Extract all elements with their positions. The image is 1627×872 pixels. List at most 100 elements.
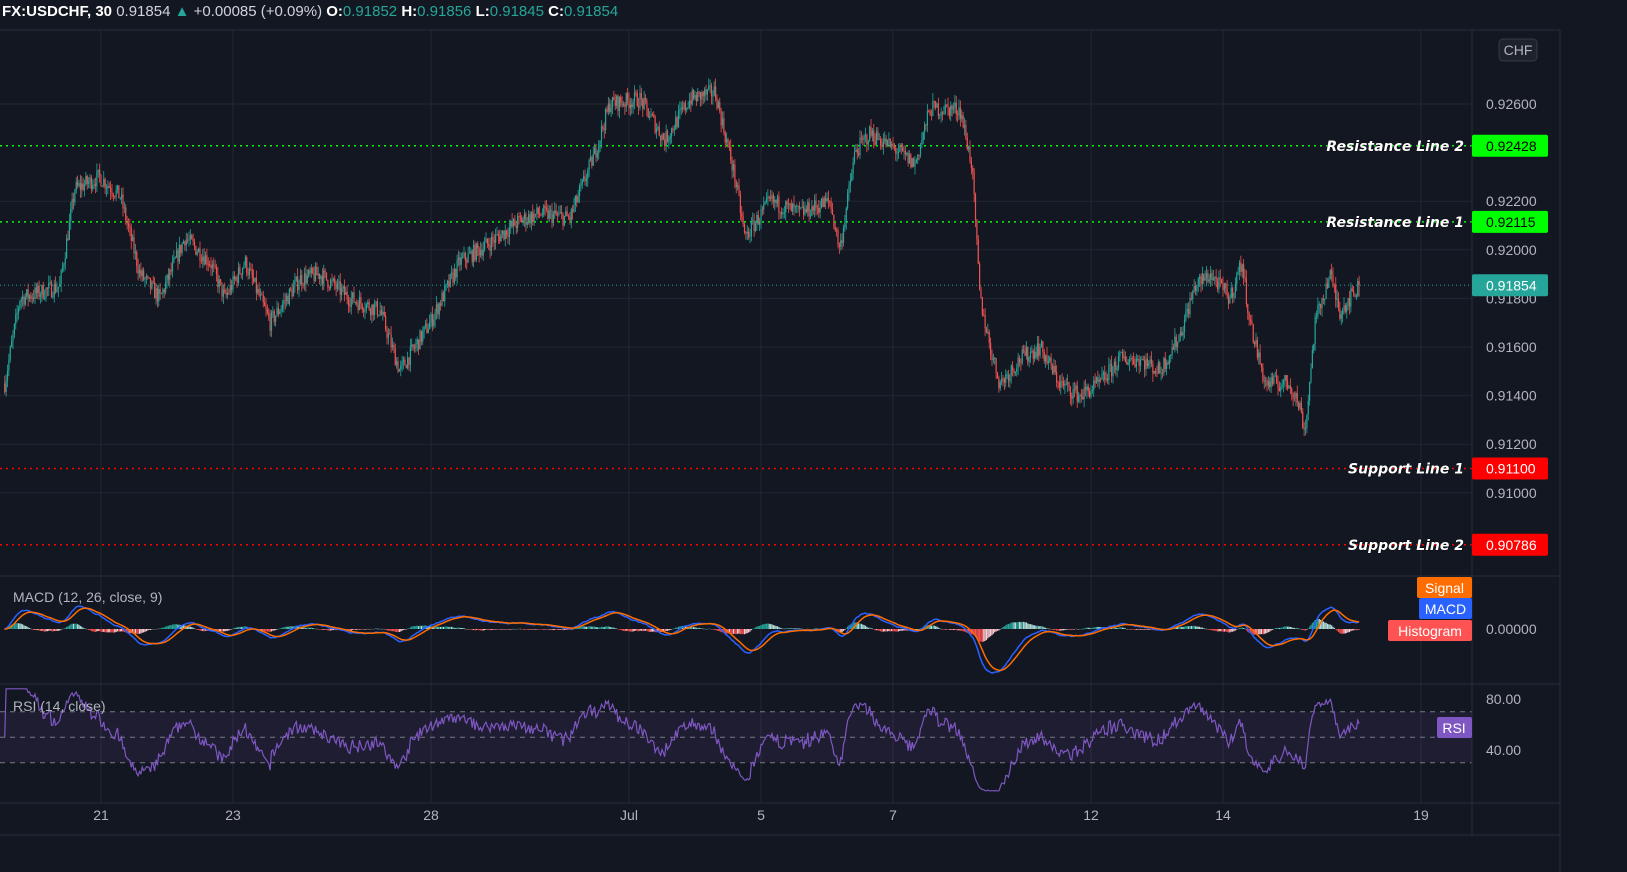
high-value: 0.91856 (417, 3, 472, 20)
candle-body (800, 207, 802, 209)
rsi-legend[interactable]: RSI (14, close) (13, 698, 106, 714)
candle-body (184, 241, 186, 246)
level-price: 0.90786 (1486, 537, 1537, 553)
y-tick-label: 0.91600 (1486, 339, 1537, 355)
candle-body (554, 210, 556, 214)
candle-body (644, 97, 647, 101)
candle-body (932, 101, 934, 116)
candle-body (815, 200, 817, 208)
histogram-bar (603, 627, 605, 629)
candle-body (1295, 393, 1297, 399)
histogram-bar (1029, 624, 1032, 629)
candle-body (232, 276, 234, 291)
candle-body (1247, 304, 1249, 313)
candle-body (918, 154, 920, 156)
candle-body (683, 102, 685, 109)
histogram-bar (594, 626, 596, 629)
histogram-bar (600, 626, 603, 629)
histogram-bar (303, 627, 306, 629)
histogram-bar (1258, 629, 1260, 635)
candle-body (1078, 395, 1080, 402)
histogram-bar (446, 626, 449, 629)
histogram-bar (1095, 626, 1098, 629)
histogram-bar (365, 629, 367, 630)
histogram-bar (1317, 618, 1319, 629)
symbol-label[interactable]: FX:USDCHF, 30 (2, 3, 113, 20)
histogram-bar (1190, 625, 1192, 629)
histogram-bar (1086, 627, 1088, 629)
histogram-bar (499, 629, 501, 630)
histogram-bar (980, 629, 982, 642)
histogram-bar (944, 629, 946, 630)
histogram-bar (787, 628, 790, 629)
histogram-bar (800, 628, 802, 630)
histogram-bar (268, 629, 270, 632)
histogram-bar (683, 625, 685, 629)
last-price: 0.91854 (116, 3, 171, 20)
histogram-bar (1208, 629, 1210, 630)
candle-body (677, 111, 680, 127)
candle-body (814, 200, 816, 211)
candle-body (170, 269, 172, 272)
candle-body (108, 185, 110, 188)
histogram-bar (716, 629, 718, 631)
currency-button[interactable]: CHF (1498, 38, 1538, 62)
candle-body (852, 162, 854, 175)
candle-body (1234, 284, 1236, 293)
histogram-bar (1112, 627, 1114, 629)
candle-body (820, 198, 823, 208)
candle-body (434, 312, 436, 320)
candle-body (759, 221, 761, 225)
candle-body (665, 130, 667, 147)
currency-label[interactable]: CHF (1504, 42, 1533, 58)
candle-body (35, 287, 37, 294)
histogram-bar (882, 629, 884, 632)
candle-body (1333, 284, 1335, 286)
histogram-bar (715, 629, 717, 630)
histogram-bar (632, 629, 634, 632)
candle-body (453, 269, 455, 283)
histogram-bar (963, 629, 966, 632)
candle-body (404, 359, 406, 366)
histogram-bar (693, 627, 695, 629)
candle-body (995, 358, 997, 373)
histogram-bar (324, 629, 326, 630)
histogram-bar (1152, 629, 1154, 631)
candle-body (60, 270, 62, 284)
histogram-bar (734, 629, 736, 635)
grid (0, 30, 1472, 803)
histogram-bar (1115, 627, 1117, 629)
price-change: +0.00085 (+0.09%) (193, 3, 323, 20)
candle-body (646, 100, 648, 109)
candle-body (668, 138, 670, 142)
histogram-bar (897, 629, 900, 632)
macd-legend[interactable]: MACD (12, 26, close, 9) (13, 589, 162, 605)
candle-body (541, 214, 543, 216)
histogram-bar (1050, 629, 1052, 630)
histogram-bar (730, 629, 732, 634)
histogram-bar (167, 625, 169, 629)
candle-body (308, 270, 310, 276)
candle-body (651, 114, 653, 115)
candle-body (334, 278, 336, 286)
histogram-bar (302, 627, 304, 629)
histogram-bar (474, 629, 476, 631)
histogram-bar (1188, 626, 1190, 629)
histogram-bar (374, 628, 376, 630)
histogram-bar (584, 626, 586, 629)
candle-body (518, 216, 520, 217)
histogram-bar (596, 627, 598, 629)
candle-body (591, 156, 593, 166)
histogram-bar (224, 629, 226, 632)
candle-body (354, 302, 356, 303)
histogram-bar (1014, 622, 1016, 629)
histogram-bar (415, 625, 417, 629)
candle-body (684, 102, 686, 111)
histogram-bar (1113, 627, 1115, 629)
candle-body (1071, 396, 1073, 399)
candle-body (935, 101, 937, 108)
up-triangle-icon: ▲ (174, 3, 190, 20)
macd-line (4, 605, 1360, 674)
candle-body (827, 198, 829, 201)
